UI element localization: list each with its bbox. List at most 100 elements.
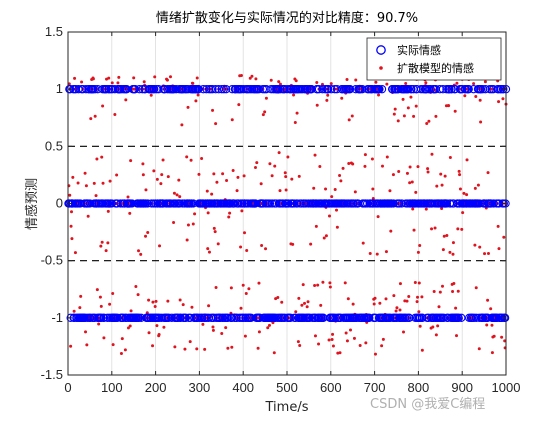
point-actual [345, 85, 355, 94]
point-model [266, 326, 270, 330]
point-model [212, 226, 216, 230]
point-model [273, 164, 277, 168]
point-model [284, 175, 288, 179]
point-model [398, 282, 402, 286]
point-model [297, 174, 301, 178]
point-model [407, 294, 411, 298]
point-model [380, 344, 384, 348]
legend: 实际情感 扩散模型的情感 [366, 37, 502, 81]
point-model [257, 330, 261, 334]
point-model [325, 98, 329, 102]
point-model [93, 114, 97, 118]
point-model [178, 195, 182, 199]
point-actual [324, 85, 333, 94]
point-model [229, 286, 233, 290]
point-model [296, 340, 300, 344]
point-model [73, 76, 77, 80]
point-model [226, 346, 230, 350]
point-model [95, 288, 99, 292]
x-tick-label-4: 400 [232, 380, 254, 395]
point-model [206, 247, 210, 251]
point-model [408, 181, 412, 185]
point-model [185, 155, 189, 159]
point-model [408, 165, 412, 169]
point-model [256, 346, 260, 350]
point-model [212, 172, 216, 176]
point-model [71, 175, 75, 179]
point-actual [305, 313, 314, 322]
point-model [70, 237, 74, 241]
point-model [180, 123, 184, 127]
point-actual [143, 199, 152, 208]
point-model [245, 248, 249, 252]
point-model [333, 187, 337, 191]
point-actual [377, 85, 387, 94]
point-actual [405, 313, 414, 322]
y-tick-label-4: -0.5 [41, 253, 63, 268]
point-model [417, 281, 421, 285]
point-model [430, 152, 434, 156]
point-actual [404, 85, 413, 94]
x-tick-label-1: 100 [101, 380, 123, 395]
y-tick-label-0: 1.5 [45, 24, 63, 39]
point-model [424, 207, 428, 211]
point-actual [102, 85, 111, 94]
point-model [334, 208, 338, 212]
point-model [318, 165, 322, 169]
point-model [314, 224, 318, 228]
point-model [166, 175, 170, 179]
point-model [110, 81, 114, 85]
point-model [339, 179, 343, 183]
point-model [479, 120, 483, 124]
point-actual [219, 85, 229, 94]
point-model [416, 250, 420, 254]
point-actual [365, 313, 374, 322]
point-model [276, 296, 280, 300]
point-model [154, 299, 158, 303]
point-actual [314, 85, 324, 94]
point-model [144, 234, 148, 238]
point-model [492, 334, 496, 338]
point-model [406, 106, 410, 110]
point-model [392, 112, 396, 116]
point-model [101, 104, 105, 108]
point-model [129, 309, 133, 313]
point-actual [331, 313, 340, 322]
point-model [412, 228, 416, 232]
point-model [211, 108, 215, 112]
point-model [214, 122, 218, 126]
point-model [315, 81, 319, 84]
point-actual [340, 199, 349, 208]
point-model [195, 347, 199, 351]
point-model [158, 244, 162, 248]
point-model [313, 334, 317, 338]
point-model [451, 241, 455, 245]
point-model [97, 322, 101, 326]
point-model [416, 165, 420, 169]
point-model [84, 330, 88, 334]
point-model [436, 324, 440, 328]
point-model [216, 242, 220, 246]
point-actual [217, 85, 226, 94]
point-actual [150, 85, 159, 94]
point-model [448, 250, 452, 254]
point-model [437, 305, 441, 309]
point-actual [90, 313, 99, 322]
point-model [476, 183, 480, 187]
point-model [197, 172, 201, 176]
reference-lines [68, 145, 506, 262]
point-model [396, 119, 400, 123]
point-model [247, 287, 251, 291]
point-actual [416, 85, 426, 94]
point-model [76, 181, 80, 185]
point-model [351, 302, 355, 306]
point-actual [447, 85, 456, 94]
point-model [440, 206, 444, 210]
point-model [344, 331, 348, 335]
point-model [384, 297, 388, 301]
point-model [352, 336, 356, 340]
point-model [214, 286, 218, 290]
point-model [237, 103, 241, 107]
point-model [211, 325, 215, 329]
